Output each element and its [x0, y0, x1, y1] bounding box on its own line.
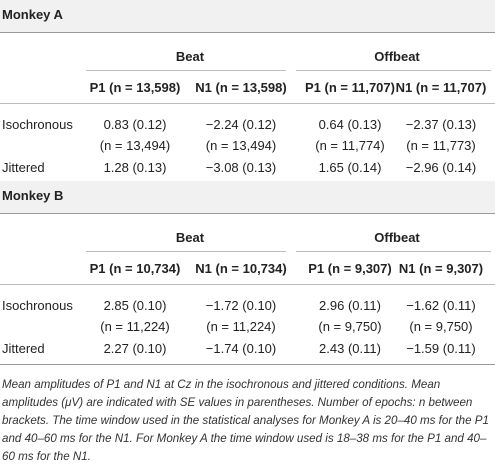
rule: [296, 70, 491, 71]
cell: 0.83 (0.12): [103, 117, 167, 132]
group-header: Offbeat: [374, 49, 420, 64]
rule: [0, 284, 495, 285]
cell: −2.96 (0.14): [405, 160, 477, 175]
section-title: Monkey A: [2, 7, 63, 22]
group-header: Beat: [175, 230, 205, 245]
rule: [0, 213, 495, 214]
group-header: Beat: [175, 49, 205, 64]
column-header: P1 (n = 13,598): [89, 80, 181, 95]
rule: [0, 103, 495, 104]
count-cell: (n = 13,494): [205, 138, 277, 153]
rule: [0, 32, 495, 33]
section-band: [0, 0, 495, 32]
count-cell: (n = 11,774): [315, 138, 385, 153]
row-label: Jittered: [2, 341, 45, 356]
cell: 2.27 (0.10): [103, 341, 167, 356]
row-label: Jittered: [2, 160, 45, 175]
rule: [86, 70, 286, 71]
cell: −1.72 (0.10): [205, 298, 277, 313]
column-header: P1 (n = 11,707): [305, 80, 395, 95]
cell: −2.24 (0.12): [205, 117, 277, 132]
rule: [86, 251, 286, 252]
cell: 2.85 (0.10): [103, 298, 167, 313]
count-cell: (n = 11,224): [206, 319, 276, 334]
count-cell: (n = 11,773): [406, 138, 476, 153]
count-cell: (n = 9,750): [409, 319, 473, 334]
cell: −2.37 (0.13): [405, 117, 477, 132]
row-label: Isochronous: [2, 298, 73, 313]
table-caption: Mean amplitudes of P1 and N1 at Cz in th…: [2, 378, 489, 463]
column-header: N1 (n = 9,307): [398, 261, 484, 276]
group-header: Offbeat: [374, 230, 420, 245]
count-cell: (n = 9,750): [318, 319, 382, 334]
cell: 2.43 (0.11): [319, 341, 381, 356]
column-header: P1 (n = 9,307): [308, 261, 392, 276]
cell: −1.74 (0.10): [205, 341, 277, 356]
rule: [296, 251, 491, 252]
section-band: [0, 181, 495, 213]
column-header: N1 (n = 10,734): [195, 261, 287, 276]
cell: 0.64 (0.13): [318, 117, 382, 132]
count-cell: (n = 13,494): [99, 138, 171, 153]
section-title: Monkey B: [2, 188, 64, 203]
cell: −1.59 (0.11): [406, 341, 476, 356]
column-header: N1 (n = 13,598): [195, 80, 287, 95]
cell: 2.96 (0.11): [319, 298, 381, 313]
row-label: Isochronous: [2, 117, 73, 132]
rule: [0, 364, 495, 365]
cell: 1.65 (0.14): [318, 160, 382, 175]
column-header: P1 (n = 10,734): [89, 261, 181, 276]
cell: 1.28 (0.13): [103, 160, 167, 175]
count-cell: (n = 11,224): [100, 319, 170, 334]
cell: −3.08 (0.13): [205, 160, 277, 175]
cell: −1.62 (0.11): [406, 298, 476, 313]
column-header: N1 (n = 11,707): [395, 80, 487, 95]
